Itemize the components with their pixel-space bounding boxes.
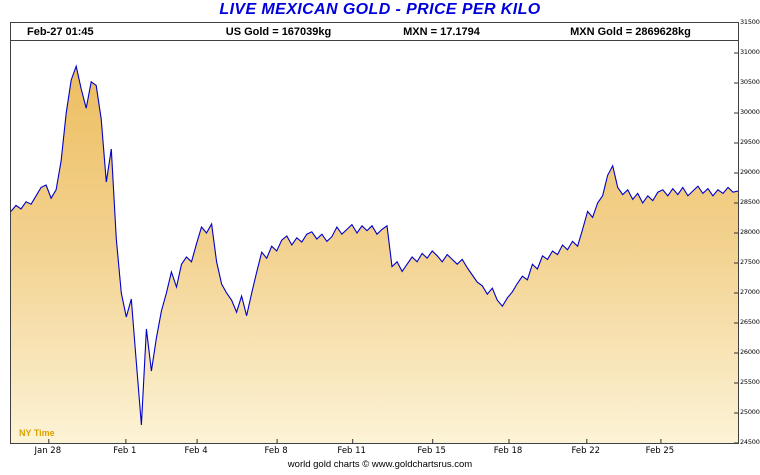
y-axis-tick-label: 3100000 — [740, 48, 760, 56]
x-axis-tick-label: Feb 8 — [264, 446, 287, 456]
x-axis-tick-label: Feb 11 — [337, 446, 366, 456]
y-axis-tick-label: 3150000 — [740, 18, 760, 26]
plot-frame: Feb-27 01:45 US Gold = 167039kg MXN = 17… — [10, 22, 739, 444]
quote-strip: Feb-27 01:45 US Gold = 167039kg MXN = 17… — [11, 23, 738, 41]
mxn-rate-quote: MXN = 17.1794 — [360, 26, 523, 38]
x-axis-tick-label: Jan 28 — [34, 446, 61, 456]
x-axis-tick-label: Feb 4 — [185, 446, 208, 456]
x-axis-tick-label: Feb 25 — [646, 446, 675, 456]
timestamp-label: Feb-27 01:45 — [11, 26, 197, 38]
y-axis-tick-label: 2750000 — [740, 258, 760, 266]
x-axis-tick-label: Feb 15 — [417, 446, 446, 456]
chart-title: LIVE MEXICAN GOLD - PRICE PER KILO — [0, 1, 760, 19]
y-axis-tick-label: 2450000 — [740, 438, 760, 446]
y-axis-tick-label: 2700000 — [740, 288, 760, 296]
us-gold-quote: US Gold = 167039kg — [197, 26, 360, 38]
gold-chart-page: LIVE MEXICAN GOLD - PRICE PER KILO Feb-2… — [0, 0, 760, 475]
footer-credit: world gold charts © www.goldchartsrus.co… — [0, 459, 760, 470]
y-axis-tick-label: 2800000 — [740, 228, 760, 236]
y-axis-tick-label: 2550000 — [740, 378, 760, 386]
y-axis-tick-label: 2900000 — [740, 168, 760, 176]
y-axis-tick-label: 3050000 — [740, 78, 760, 86]
y-axis-tick-label: 2600000 — [740, 348, 760, 356]
price-area-chart — [11, 23, 738, 443]
y-axis-tick-label: 3000000 — [740, 108, 760, 116]
x-axis-tick-label: Feb 1 — [113, 446, 136, 456]
mxn-gold-quote: MXN Gold = 2869628kg — [523, 26, 738, 38]
y-axis-tick-label: 2850000 — [740, 198, 760, 206]
price-area — [11, 66, 738, 443]
x-axis-tick-label: Feb 22 — [571, 446, 600, 456]
ny-time-label: NY Time — [19, 428, 55, 438]
y-axis-tick-label: 2950000 — [740, 138, 760, 146]
y-axis-tick-label: 2650000 — [740, 318, 760, 326]
y-axis-tick-label: 2500000 — [740, 408, 760, 416]
x-axis-tick-label: Feb 18 — [494, 446, 523, 456]
